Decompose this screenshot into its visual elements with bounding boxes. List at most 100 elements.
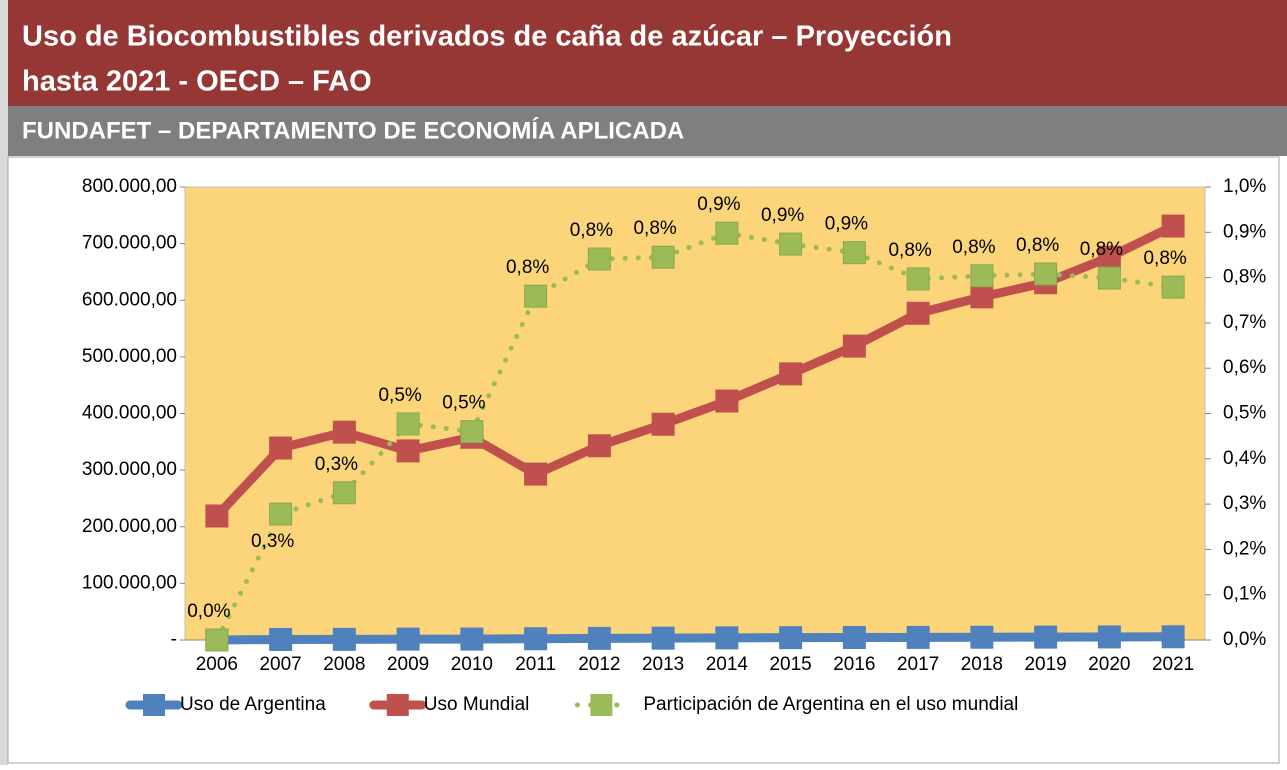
marker <box>906 267 930 291</box>
marker <box>396 412 420 436</box>
marker <box>396 439 420 463</box>
data-label: 0,9% <box>825 214 868 235</box>
marker <box>1034 625 1058 649</box>
marker <box>651 626 675 650</box>
series-line <box>212 632 1178 645</box>
marker <box>970 285 994 309</box>
data-label: 0,5% <box>442 393 485 414</box>
x-tick-label: 2012 <box>578 654 620 675</box>
y-tick-label: 200.000,00 <box>82 516 177 537</box>
marker <box>906 625 930 649</box>
marker <box>715 389 739 413</box>
x-tick-label: 2019 <box>1024 654 1066 675</box>
marker <box>205 504 229 528</box>
y2-tick-label: 0,9% <box>1223 221 1266 242</box>
x-tick-label: 2015 <box>769 654 811 675</box>
data-label: 0,9% <box>697 194 740 215</box>
y2-tick-label: 1,0% <box>1223 176 1266 197</box>
marker <box>524 284 548 308</box>
y2-tick-label: 0,6% <box>1223 357 1266 378</box>
y-tick-label: 700.000,00 <box>82 233 177 254</box>
x-tick-label: 2021 <box>1152 654 1194 675</box>
x-tick-label: 2010 <box>451 654 493 675</box>
marker <box>1097 266 1121 290</box>
data-label: 0,8% <box>952 237 995 258</box>
data-label: 0,8% <box>1143 248 1186 269</box>
marker <box>460 627 484 651</box>
data-label: 0,9% <box>761 205 804 226</box>
x-tick-label: 2018 <box>961 654 1003 675</box>
marker <box>587 626 611 650</box>
chart: - 100.000,00 200.000,00 300.000,00 400.000,0… <box>82 176 1266 716</box>
marker <box>1161 275 1185 299</box>
x-tick-label: 2017 <box>897 654 939 675</box>
data-label: 0,5% <box>378 385 421 406</box>
marker <box>779 626 803 650</box>
marker <box>587 434 611 458</box>
data-label: 0,8% <box>888 240 931 261</box>
x-tick-label: 2007 <box>259 654 301 675</box>
marker <box>970 264 994 288</box>
x-tick-label: 2016 <box>833 654 875 675</box>
marker <box>332 420 356 444</box>
y-tick-label: 500.000,00 <box>82 346 177 367</box>
y-tick-label: 600.000,00 <box>82 289 177 310</box>
marker <box>269 436 293 460</box>
legend-label: Uso Mundial <box>424 694 530 715</box>
x-tick-label: 2006 <box>196 654 238 675</box>
y2-tick-label: 0,4% <box>1223 448 1266 469</box>
marker <box>524 462 548 486</box>
left-edge <box>0 0 8 765</box>
marker <box>842 241 866 265</box>
marker <box>779 232 803 256</box>
legend-marker <box>590 694 613 716</box>
x-tick-label: 2020 <box>1088 654 1130 675</box>
data-label: 0,3% <box>315 454 358 475</box>
data-label: 0,8% <box>633 218 676 239</box>
y-tick-label: 400.000,00 <box>82 403 177 424</box>
y2-tick-label: 0,5% <box>1223 403 1266 424</box>
marker <box>269 627 293 651</box>
legend-marker <box>143 694 165 716</box>
marker <box>460 420 484 444</box>
subtitle: FUNDAFET – DEPARTAMENTO DE ECONOMÍA APLI… <box>22 116 684 144</box>
marker <box>715 221 739 245</box>
data-label: 0,8% <box>506 257 549 278</box>
marker <box>396 627 420 651</box>
marker <box>1034 262 1058 286</box>
marker <box>970 625 994 649</box>
y2-tick-label: 0,2% <box>1223 538 1266 559</box>
marker <box>332 627 356 651</box>
marker <box>906 301 930 325</box>
marker <box>651 245 675 269</box>
series-line <box>212 221 1178 521</box>
y2-tick-label: 0,8% <box>1223 267 1266 288</box>
y-tick-label: 100.000,00 <box>82 572 177 593</box>
marker <box>524 627 548 651</box>
x-tick-label: 2009 <box>387 654 429 675</box>
data-label: 0,8% <box>1016 235 1059 256</box>
legend-marker <box>386 694 409 716</box>
marker <box>269 502 293 526</box>
subtitle-bar <box>0 106 1287 156</box>
title-line: hasta 2021 - OECD – FAO <box>22 66 372 98</box>
y-tick-label: 300.000,00 <box>82 459 177 480</box>
marker <box>1161 214 1185 238</box>
marker <box>587 247 611 271</box>
x-tick-label: 2014 <box>706 654 749 675</box>
marker <box>842 625 866 649</box>
marker <box>1161 625 1185 649</box>
data-label: 0,3% <box>251 531 294 552</box>
x-tick-label: 2008 <box>323 654 365 675</box>
x-tick-label: 2011 <box>515 654 556 675</box>
legend-label: Uso de Argentina <box>180 694 326 715</box>
marker <box>651 412 675 436</box>
y2-tick-label: 0,3% <box>1223 493 1266 514</box>
title-bar <box>0 0 1287 106</box>
marker <box>715 626 739 650</box>
y-tick-label: - <box>171 629 177 650</box>
marker <box>205 628 229 652</box>
y2-tick-label: 0,1% <box>1223 584 1266 605</box>
